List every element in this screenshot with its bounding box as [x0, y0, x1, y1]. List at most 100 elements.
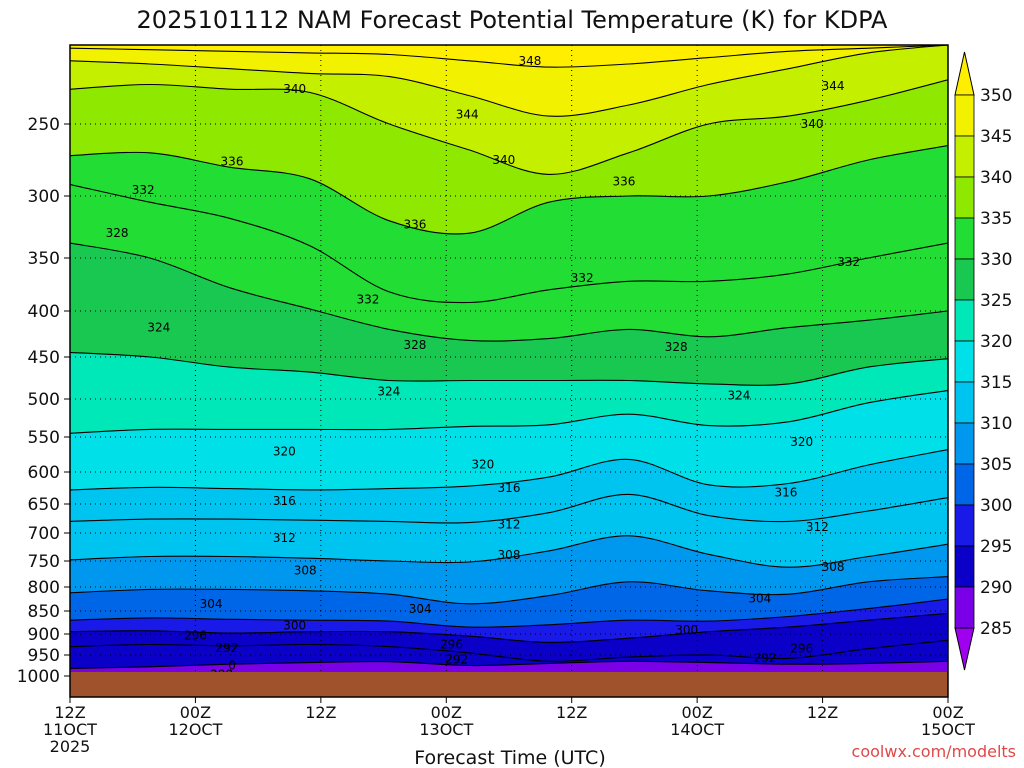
- colorbar-swatch: [954, 504, 975, 547]
- colorbar-label: 330: [980, 250, 1012, 270]
- ground-surface: [70, 672, 948, 697]
- potential-temperature-field: [70, 45, 948, 697]
- contour-label: 340: [492, 153, 515, 167]
- x-tick-label: 00Z: [932, 703, 963, 722]
- contour-label: 316: [498, 481, 521, 495]
- x-tick-label: 2025: [50, 737, 91, 756]
- y-tick-label: 750: [28, 552, 60, 572]
- contour-340: [70, 79, 948, 175]
- y-tick-label: 550: [28, 428, 60, 448]
- colorbar-swatch: [954, 422, 975, 465]
- colorbar-swatch: [954, 545, 975, 588]
- contour-label: 304: [409, 602, 432, 616]
- colorbar-swatch: [954, 217, 975, 260]
- contour-312: [70, 493, 948, 524]
- colorbar-arrow-bottom: [954, 627, 975, 671]
- colorbar-swatch: [954, 176, 975, 219]
- contour-label: 308: [294, 563, 317, 577]
- x-tick-label: 12Z: [54, 703, 85, 722]
- y-tick-label: 400: [28, 302, 60, 322]
- colorbar-label: 290: [980, 578, 1012, 598]
- contour-label: 320: [273, 445, 296, 459]
- colorbar-swatch: [954, 299, 975, 342]
- colorbar-swatch: [954, 135, 975, 178]
- contour-label: 336: [403, 218, 426, 232]
- contour-label: 328: [106, 226, 129, 240]
- colorbar-label: 320: [980, 332, 1012, 352]
- colorbar-label: 325: [980, 291, 1012, 311]
- contour-label: 304: [748, 592, 771, 606]
- contour-292: [70, 639, 948, 662]
- contour-324: [70, 351, 948, 386]
- contour-label: 300: [283, 618, 306, 632]
- x-tick-label: 14OCT: [670, 720, 724, 739]
- contour-288: [70, 660, 948, 669]
- contour-label: 312: [806, 520, 829, 534]
- grid-lines: [70, 45, 948, 697]
- contour-332: [70, 183, 948, 304]
- x-tick-label: 00Z: [681, 703, 712, 722]
- x-tick-label: 15OCT: [921, 720, 975, 739]
- contour-label: 340: [283, 82, 306, 96]
- contour-label: 300: [675, 623, 698, 637]
- colorbar-label: 345: [980, 127, 1012, 147]
- contour-label: 316: [273, 494, 296, 508]
- contour-label: 332: [571, 271, 594, 285]
- x-tick-label: 00Z: [180, 703, 211, 722]
- contour-label: 292: [754, 651, 777, 665]
- colorbar-label: 305: [980, 455, 1012, 475]
- contour-label: 340: [801, 117, 824, 131]
- y-tick-label: 450: [28, 348, 60, 368]
- x-tick-label: 12Z: [556, 703, 587, 722]
- colorbar-label: 350: [980, 86, 1012, 106]
- y-tick-label: 650: [28, 495, 60, 515]
- credit-text: coolwx.com/modelts: [852, 742, 1016, 761]
- colorbar-label: 335: [980, 209, 1012, 229]
- y-tick-label: 600: [28, 463, 60, 483]
- colorbar: 350 345 340 335 330 325 320 315 310 305 300 295 290 2…: [954, 51, 1012, 671]
- contour-308: [70, 535, 948, 568]
- y-tick-label: 800: [28, 578, 60, 598]
- y-tick-label: 950: [28, 646, 60, 666]
- y-tick-label: 850: [28, 602, 60, 622]
- contour-label: 304: [200, 597, 223, 611]
- contour-label: 344: [822, 79, 845, 93]
- contour-label: 332: [132, 183, 155, 197]
- x-tick-label: 00Z: [431, 703, 462, 722]
- contour-316: [70, 449, 948, 491]
- contour-label: 296: [790, 642, 813, 656]
- colorbar-arrow-top: [954, 51, 975, 96]
- contour-328: [70, 242, 948, 342]
- contour-label: 332: [356, 292, 379, 306]
- contour-label: 324: [727, 389, 750, 403]
- colorbar-swatch: [954, 258, 975, 301]
- colorbar-swatch: [954, 340, 975, 383]
- colorbar-label: 295: [980, 537, 1012, 557]
- contour-348: [70, 45, 948, 68]
- contour-label: 332: [837, 255, 860, 269]
- x-tick-label: 12Z: [807, 703, 838, 722]
- y-tick-label: 250: [28, 115, 60, 135]
- contour-label: 292: [445, 653, 468, 667]
- contour-label: 324: [377, 384, 400, 398]
- contour-label: 336: [613, 175, 636, 189]
- contour-label: 348: [518, 54, 541, 68]
- contour-label: 316: [775, 485, 798, 499]
- x-tick-label: 11OCT: [43, 720, 97, 739]
- contour-label: 324: [147, 321, 170, 335]
- contour-300: [70, 598, 948, 628]
- colorbar-label: 315: [980, 373, 1012, 393]
- colorbar-label: 310: [980, 414, 1012, 434]
- colorbar-label: 285: [980, 619, 1012, 639]
- y-tick-label: 900: [28, 625, 60, 645]
- contour-label: 328: [403, 338, 426, 352]
- contour-label: 0: [228, 659, 236, 673]
- contour-336: [70, 145, 948, 235]
- x-tick-label: 13OCT: [419, 720, 473, 739]
- contour-label: 296: [184, 628, 207, 642]
- contour-label: 308: [822, 560, 845, 574]
- contour-344: [70, 45, 948, 117]
- contour-label: 308: [498, 548, 521, 562]
- x-tick-label: 12Z: [305, 703, 336, 722]
